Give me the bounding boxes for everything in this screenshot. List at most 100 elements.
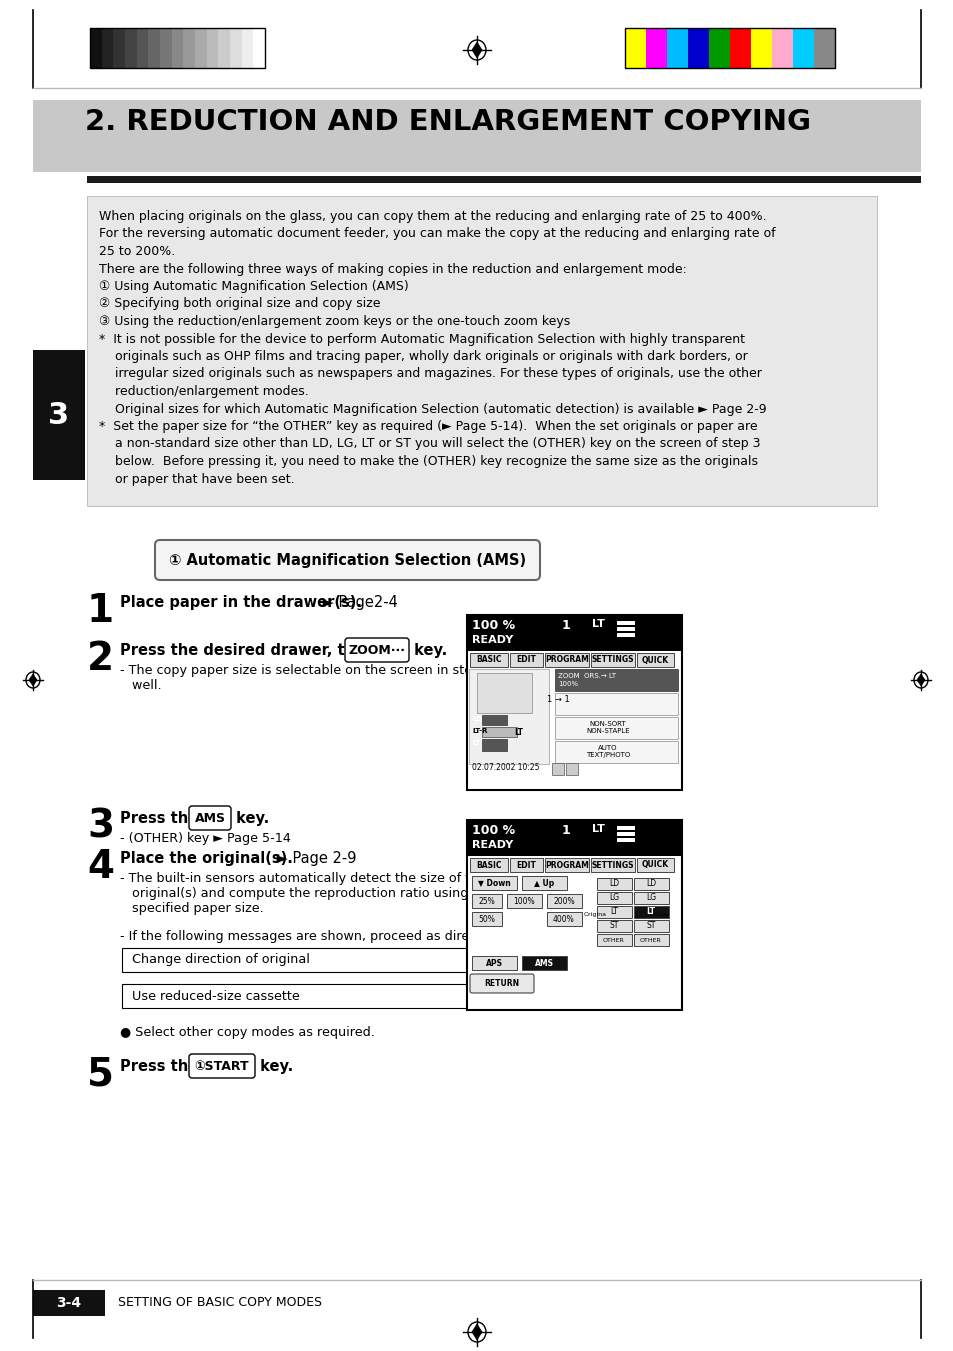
Bar xyxy=(624,28,645,68)
Text: AUTO
TEXT/PHOTO: AUTO TEXT/PHOTO xyxy=(585,744,630,758)
Bar xyxy=(597,920,631,932)
Text: ST: ST xyxy=(609,921,618,931)
Text: QUICK: QUICK xyxy=(641,861,668,870)
Bar xyxy=(470,653,507,667)
Text: Press the: Press the xyxy=(120,811,203,825)
Bar xyxy=(624,28,834,68)
Bar xyxy=(90,28,265,68)
Bar xyxy=(546,894,581,908)
Text: 200%: 200% xyxy=(553,897,575,905)
Bar xyxy=(555,693,678,715)
Text: Change direction of original: Change direction of original xyxy=(132,954,310,966)
Bar xyxy=(637,858,673,871)
Bar xyxy=(87,196,876,507)
Bar xyxy=(472,957,517,970)
Text: key.: key. xyxy=(409,643,447,658)
Bar xyxy=(506,894,541,908)
Text: SETTING OF BASIC COPY MODES: SETTING OF BASIC COPY MODES xyxy=(118,1297,322,1309)
Bar xyxy=(546,912,581,925)
Text: Copy: Copy xyxy=(654,912,669,917)
Text: AMS: AMS xyxy=(534,958,553,967)
Text: 50%: 50% xyxy=(478,915,495,924)
Bar xyxy=(207,28,218,68)
Bar xyxy=(750,28,771,68)
Bar xyxy=(472,912,501,925)
Text: QUICK: QUICK xyxy=(641,655,668,665)
Text: - The built-in sensors automatically detect the size of the
   original(s) and c: - The built-in sensors automatically det… xyxy=(120,871,493,915)
Text: LT: LT xyxy=(592,824,604,834)
Text: ① Using Automatic Magnification Selection (AMS): ① Using Automatic Magnification Selectio… xyxy=(99,280,408,293)
Text: ① Automatic Magnification Selection (AMS): ① Automatic Magnification Selection (AMS… xyxy=(169,553,525,567)
Bar xyxy=(521,875,566,890)
Bar xyxy=(597,878,631,890)
Bar xyxy=(122,948,467,971)
Text: 2: 2 xyxy=(87,640,114,678)
Text: - The copy paper size is selectable on the screen in step 3 as
   well.: - The copy paper size is selectable on t… xyxy=(120,663,511,692)
Text: 1 → 1: 1 → 1 xyxy=(546,696,569,704)
Text: ZOOM···: ZOOM··· xyxy=(348,643,405,657)
Text: 5: 5 xyxy=(87,1056,113,1094)
Text: READY: READY xyxy=(472,840,513,850)
Bar xyxy=(634,934,668,946)
Bar xyxy=(172,28,183,68)
Bar xyxy=(597,907,631,917)
Text: key.: key. xyxy=(231,811,269,825)
Bar xyxy=(552,763,563,775)
Text: 100 %: 100 % xyxy=(472,619,515,632)
Text: 1: 1 xyxy=(87,592,114,630)
Bar xyxy=(544,858,588,871)
Bar xyxy=(470,858,507,871)
Text: ③ Using the reduction/enlargement zoom keys or the one-touch zoom keys: ③ Using the reduction/enlargement zoom k… xyxy=(99,315,570,328)
Bar xyxy=(33,350,85,480)
Bar xyxy=(467,615,681,790)
Text: ▲ Up: ▲ Up xyxy=(534,878,554,888)
Bar xyxy=(645,28,666,68)
Bar xyxy=(241,28,253,68)
Text: ● Select other copy modes as required.: ● Select other copy modes as required. xyxy=(120,1025,375,1039)
Text: OTHER: OTHER xyxy=(639,938,661,943)
Bar xyxy=(33,100,920,172)
Text: LT: LT xyxy=(646,908,655,916)
Bar xyxy=(597,892,631,904)
Text: EDIT: EDIT xyxy=(516,861,536,870)
FancyBboxPatch shape xyxy=(189,1054,254,1078)
Bar xyxy=(666,28,687,68)
Bar xyxy=(467,615,681,651)
Text: ①START: ①START xyxy=(194,1059,249,1073)
Bar xyxy=(617,627,635,631)
Bar xyxy=(183,28,194,68)
Polygon shape xyxy=(29,674,37,686)
Bar xyxy=(555,717,678,739)
Text: OTHER: OTHER xyxy=(602,938,624,943)
Text: *  Set the paper size for “the OTHER” key as required (► Page 5-14).  When the s: * Set the paper size for “the OTHER” key… xyxy=(99,420,757,434)
Text: READY: READY xyxy=(472,635,513,644)
Text: ▼ Down: ▼ Down xyxy=(477,878,510,888)
Bar xyxy=(87,176,920,182)
Text: below.  Before pressing it, you need to make the (OTHER) key recognize the same : below. Before pressing it, you need to m… xyxy=(99,455,758,467)
Text: ► Page2-4: ► Page2-4 xyxy=(317,594,397,611)
Text: ZOOM  ORS.→ LT: ZOOM ORS.→ LT xyxy=(558,673,616,680)
Text: LD: LD xyxy=(608,880,618,889)
Bar xyxy=(469,669,548,765)
Bar xyxy=(476,673,532,713)
Text: 25 to 200%.: 25 to 200%. xyxy=(99,245,175,258)
Text: LT: LT xyxy=(592,619,604,630)
Bar xyxy=(113,28,125,68)
Text: 1: 1 xyxy=(561,619,570,632)
FancyBboxPatch shape xyxy=(189,807,231,830)
Polygon shape xyxy=(472,1324,481,1340)
Bar xyxy=(555,669,678,690)
Bar xyxy=(792,28,813,68)
Text: - If the following messages are shown, proceed as directed:: - If the following messages are shown, p… xyxy=(120,929,501,943)
Bar xyxy=(510,858,542,871)
Text: LG: LG xyxy=(608,893,618,902)
Text: NON-SORT
NON-STAPLE: NON-SORT NON-STAPLE xyxy=(585,721,629,734)
Text: Press the: Press the xyxy=(120,1059,203,1074)
Polygon shape xyxy=(472,42,481,58)
Bar xyxy=(555,740,678,763)
Text: 3-4: 3-4 xyxy=(56,1296,81,1310)
Bar xyxy=(136,28,148,68)
Bar xyxy=(90,28,102,68)
Text: Use reduced-size cassette: Use reduced-size cassette xyxy=(132,989,299,1002)
FancyBboxPatch shape xyxy=(470,974,534,993)
